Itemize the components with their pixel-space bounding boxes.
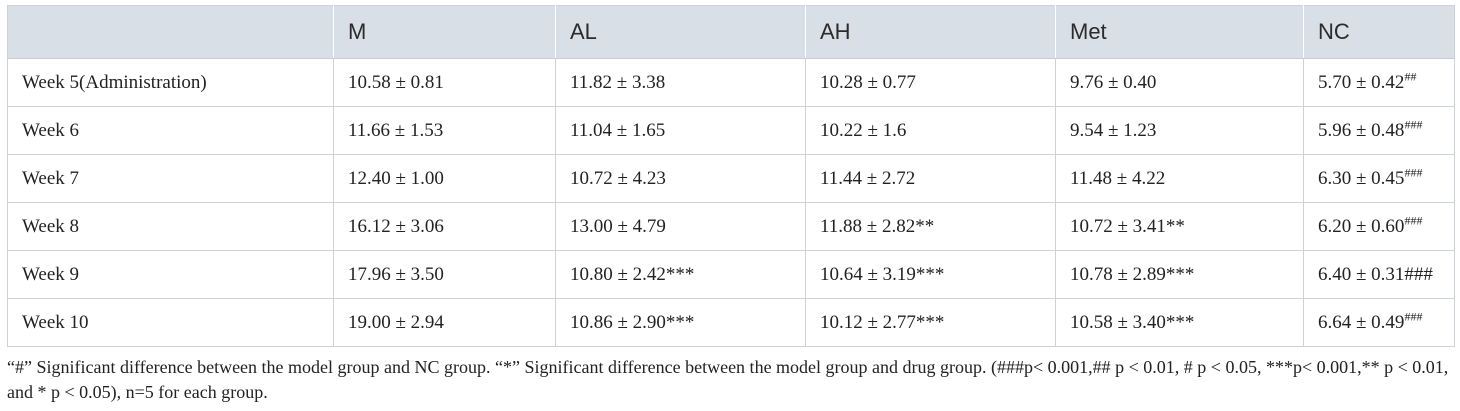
significance-marker: ## <box>1404 69 1417 84</box>
row-label: Week 5(Administration) <box>7 58 334 107</box>
table-cell: 10.58 ± 0.81 <box>333 58 556 107</box>
row-label: Week 10 <box>7 298 334 347</box>
row-label: Week 8 <box>7 202 334 251</box>
cell-value: 5.96 ± 0.48 <box>1318 119 1405 141</box>
table-cell: 13.00 ± 4.79 <box>555 202 806 251</box>
cell-value: 6.30 ± 0.45 <box>1318 167 1405 189</box>
cell-value: 11.48 ± 4.22 <box>1070 167 1166 189</box>
cell-value: 10.64 ± 3.19*** <box>820 263 945 285</box>
header-row: M AL AH Met NC <box>7 5 1455 59</box>
significance-marker: ### <box>1404 165 1423 180</box>
table-cell: 6.64 ± 0.49### <box>1303 298 1455 347</box>
table-cell: 11.66 ± 1.53 <box>333 106 556 155</box>
cell-value: 11.88 ± 2.82** <box>820 215 935 237</box>
cell-value: 6.64 ± 0.49 <box>1318 311 1405 333</box>
header-nc: NC <box>1303 5 1455 59</box>
table-cell: 6.40 ± 0.31### <box>1303 250 1455 299</box>
cell-value: 10.78 ± 2.89*** <box>1070 263 1195 285</box>
table-cell: 11.88 ± 2.82** <box>805 202 1056 251</box>
cell-value: 10.72 ± 3.41** <box>1070 215 1185 237</box>
table-cell: 10.78 ± 2.89*** <box>1055 250 1304 299</box>
cell-value: 10.28 ± 0.77 <box>820 71 916 93</box>
table-row: Week 5(Administration) 10.58 ± 0.81 11.82 … <box>7 58 1455 107</box>
cell-value: 10.80 ± 2.42*** <box>570 263 695 285</box>
table-cell: 9.76 ± 0.40 <box>1055 58 1304 107</box>
table-cell: 19.00 ± 2.94 <box>333 298 556 347</box>
table-cell: 12.40 ± 1.00 <box>333 154 556 203</box>
cell-value: 19.00 ± 2.94 <box>348 311 444 333</box>
header-al: AL <box>555 5 806 59</box>
table-cell: 6.20 ± 0.60### <box>1303 202 1455 251</box>
cell-value: 17.96 ± 3.50 <box>348 263 444 285</box>
table-row: Week 8 16.12 ± 3.06 13.00 ± 4.79 11.88 ± 2.… <box>7 202 1455 251</box>
header-m: M <box>333 5 556 59</box>
table-row: Week 9 17.96 ± 3.50 10.80 ± 2.42*** 10.64 ±… <box>7 250 1455 299</box>
cell-value: 13.00 ± 4.79 <box>570 215 666 237</box>
table-cell: 10.86 ± 2.90*** <box>555 298 806 347</box>
cell-value: 10.12 ± 2.77*** <box>820 311 945 333</box>
cell-value: 16.12 ± 3.06 <box>348 215 444 237</box>
table-body: Week 5(Administration) 10.58 ± 0.81 11.82 … <box>7 58 1455 347</box>
table-cell: 11.82 ± 3.38 <box>555 58 806 107</box>
table-cell: 10.64 ± 3.19*** <box>805 250 1056 299</box>
cell-value: 10.72 ± 4.23 <box>570 167 666 189</box>
table-cell: 10.72 ± 4.23 <box>555 154 806 203</box>
table-cell: 10.12 ± 2.77*** <box>805 298 1056 347</box>
table-cell: 11.04 ± 1.65 <box>555 106 806 155</box>
table-cell: 16.12 ± 3.06 <box>333 202 556 251</box>
table-cell: 9.54 ± 1.23 <box>1055 106 1304 155</box>
cell-value: 11.04 ± 1.65 <box>570 119 666 141</box>
data-table: M AL AH Met NC Week 5(Administration) 10.58 ±… <box>7 5 1455 347</box>
header-ah: AH <box>805 5 1056 59</box>
cell-value: 12.40 ± 1.00 <box>348 167 444 189</box>
table-cell: 10.28 ± 0.77 <box>805 58 1056 107</box>
table-cell: 5.70 ± 0.42## <box>1303 58 1455 107</box>
table-footnote: “#” Significant difference between the m… <box>7 355 1457 405</box>
table-cell: 10.72 ± 3.41** <box>1055 202 1304 251</box>
cell-value: 9.54 ± 1.23 <box>1070 119 1157 141</box>
table-cell: 11.44 ± 2.72 <box>805 154 1056 203</box>
header-met: Met <box>1055 5 1304 59</box>
cell-value: 10.58 ± 0.81 <box>348 71 444 93</box>
table-cell: 11.48 ± 4.22 <box>1055 154 1304 203</box>
cell-value: 10.22 ± 1.6 <box>820 119 907 141</box>
table-cell: 10.80 ± 2.42*** <box>555 250 806 299</box>
table-cell: 10.58 ± 3.40*** <box>1055 298 1304 347</box>
table-row: Week 7 12.40 ± 1.00 10.72 ± 4.23 11.44 ± 2.… <box>7 154 1455 203</box>
cell-value: 11.44 ± 2.72 <box>820 167 916 189</box>
cell-value: 5.70 ± 0.42 <box>1318 71 1405 93</box>
cell-value: 10.86 ± 2.90*** <box>570 311 695 333</box>
cell-value: 6.40 ± 0.31### <box>1318 263 1433 285</box>
header-blank <box>7 5 334 59</box>
cell-value: 11.66 ± 1.53 <box>348 119 444 141</box>
footnote-line-2: and * p < 0.05), n=5 for each group. <box>7 382 268 402</box>
footnote-line-1: “#” Significant difference between the m… <box>7 357 1449 377</box>
row-label: Week 9 <box>7 250 334 299</box>
cell-value: 6.20 ± 0.60 <box>1318 215 1405 237</box>
cell-value: 10.58 ± 3.40*** <box>1070 311 1195 333</box>
table-cell: 10.22 ± 1.6 <box>805 106 1056 155</box>
significance-marker: ### <box>1404 309 1423 324</box>
table-cell: 5.96 ± 0.48### <box>1303 106 1455 155</box>
table-cell: 6.30 ± 0.45### <box>1303 154 1455 203</box>
table-cell: 17.96 ± 3.50 <box>333 250 556 299</box>
row-label: Week 6 <box>7 106 334 155</box>
table-row: Week 10 19.00 ± 2.94 10.86 ± 2.90*** 10.12 … <box>7 298 1455 347</box>
significance-marker: ### <box>1404 213 1423 228</box>
table-row: Week 6 11.66 ± 1.53 11.04 ± 1.65 10.22 ± 1.… <box>7 106 1455 155</box>
row-label: Week 7 <box>7 154 334 203</box>
significance-marker: ### <box>1404 117 1423 132</box>
cell-value: 9.76 ± 0.40 <box>1070 71 1157 93</box>
cell-value: 11.82 ± 3.38 <box>570 71 666 93</box>
